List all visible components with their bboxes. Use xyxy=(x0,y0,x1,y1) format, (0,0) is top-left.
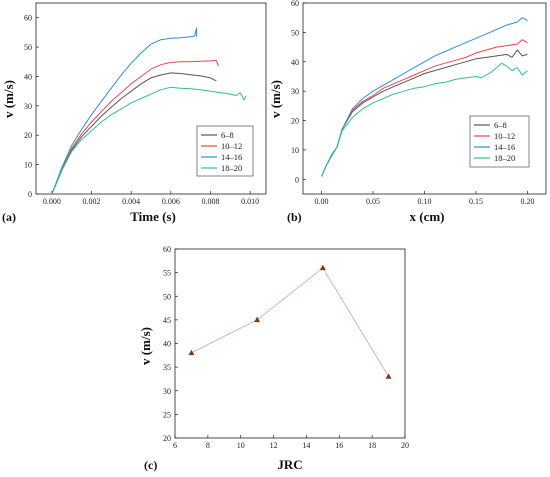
y-tick-label: 40 xyxy=(291,58,299,67)
data-point-marker xyxy=(319,264,326,271)
data-point-marker xyxy=(385,373,392,379)
y-tick-label: 30 xyxy=(24,102,32,111)
x-tick-label: 0.002 xyxy=(83,197,101,206)
x-tick-label: 0.05 xyxy=(366,197,380,206)
series-line xyxy=(321,62,528,177)
series-line xyxy=(51,27,198,195)
y-tick-label: 60 xyxy=(291,0,299,8)
x-axis-title: Time (s) xyxy=(130,209,176,224)
x-tick-label: 0.00 xyxy=(315,197,329,206)
panel-c: 6 8 10 12 14 16 18 20 20 25 30 35 40 45 50 55 60 v (m/s)… xyxy=(138,245,409,472)
data-point-marker xyxy=(254,316,261,323)
x-tick-label: 0.008 xyxy=(201,197,219,206)
series-line xyxy=(51,59,219,195)
legend-label: 6–8 xyxy=(221,130,234,140)
y-tick-label: 20 xyxy=(163,434,171,443)
legend-label: 18–20 xyxy=(494,153,515,163)
y-axis-title: v (m/s) xyxy=(1,80,16,118)
x-tick-label: 0.000 xyxy=(43,197,61,206)
x-tick-label: 6 xyxy=(173,441,177,450)
x-tick-label: 16 xyxy=(335,441,343,450)
legend-label: 6–8 xyxy=(494,120,507,130)
x-tick-label: 0.006 xyxy=(162,197,180,206)
y-tick-label: 50 xyxy=(24,43,32,52)
series-group xyxy=(321,17,528,177)
x-tick-label: 18 xyxy=(368,441,376,450)
y-tick-label: 25 xyxy=(163,410,171,419)
series-line xyxy=(51,72,217,195)
legend-label: 10–12 xyxy=(221,141,242,151)
y-tick-label: 30 xyxy=(291,87,299,96)
panel-label: (b) xyxy=(287,210,302,224)
legend-label: 18–20 xyxy=(221,163,242,173)
axis-ticks: 6 8 10 12 14 16 18 20 20 25 30 35 40 45 50 55 60 xyxy=(163,245,409,450)
y-tick-label: 40 xyxy=(24,72,32,81)
x-axis-title: JRC xyxy=(277,457,302,472)
panel-a: 0.000 0.002 0.004 0.006 0.008 0.010 0 10 20 30 40 5… xyxy=(1,2,267,224)
y-tick-label: 20 xyxy=(24,131,32,140)
y-tick-label: 10 xyxy=(291,146,299,155)
x-axis-title: x (cm) xyxy=(409,209,444,224)
x-tick-label: 10 xyxy=(237,441,245,450)
legend-label: 14–16 xyxy=(494,142,515,152)
y-tick-label: 45 xyxy=(163,316,171,325)
series-group xyxy=(188,264,392,379)
y-tick-label: 10 xyxy=(24,161,32,170)
plot-frame xyxy=(35,2,267,195)
axis-ticks: 0.000 0.002 0.004 0.006 0.008 0.010 0 10 20 30 40 5… xyxy=(24,14,259,206)
y-tick-label: 60 xyxy=(163,245,171,254)
y-tick-label: 60 xyxy=(24,14,32,23)
x-tick-label: 0.15 xyxy=(469,197,483,206)
y-tick-label: 55 xyxy=(163,269,171,278)
x-tick-label: 0.10 xyxy=(418,197,432,206)
x-tick-label: 20 xyxy=(401,441,409,450)
legend-label: 14–16 xyxy=(221,152,242,162)
x-tick-label: 0.010 xyxy=(241,197,259,206)
data-point-marker xyxy=(188,349,195,356)
y-tick-label: 30 xyxy=(163,387,171,396)
x-tick-label: 14 xyxy=(302,441,310,450)
x-tick-label: 0.004 xyxy=(122,197,140,206)
series-line xyxy=(51,86,247,195)
panel-label: (c) xyxy=(144,458,157,472)
y-tick-label: 0 xyxy=(28,190,32,199)
x-tick-label: 8 xyxy=(206,441,210,450)
y-tick-label: 0 xyxy=(295,175,299,184)
y-tick-label: 50 xyxy=(163,292,171,301)
y-tick-label: 20 xyxy=(291,117,299,126)
y-tick-label: 50 xyxy=(291,28,299,37)
series-group xyxy=(51,27,247,195)
x-tick-label: 0.20 xyxy=(520,197,534,206)
y-axis-title: v (m/s) xyxy=(138,327,153,365)
panel-b: 0.00 0.05 0.10 0.15 0.20 0 10 20 30 40 50 60 v (m/s… xyxy=(268,0,547,224)
y-tick-label: 35 xyxy=(163,363,171,372)
panel-label: (a) xyxy=(2,210,16,224)
x-tick-label: 12 xyxy=(270,441,278,450)
y-axis-title: v (m/s) xyxy=(268,80,283,118)
y-tick-label: 40 xyxy=(163,340,171,349)
axis-ticks: 0.00 0.05 0.10 0.15 0.20 0 10 20 30 40 50 60 xyxy=(291,0,534,206)
series-line xyxy=(191,267,389,377)
legend-label: 10–12 xyxy=(494,131,515,141)
